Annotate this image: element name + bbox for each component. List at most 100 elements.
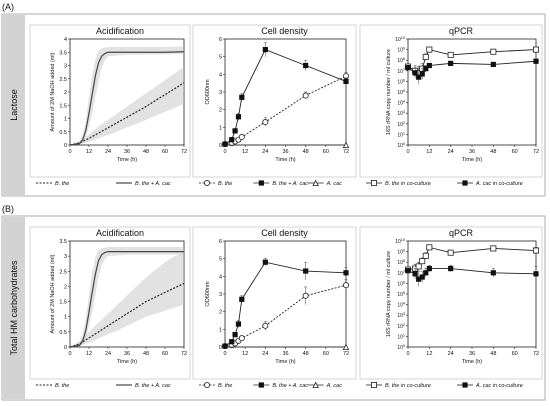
x-tick-label: 12: [242, 351, 248, 357]
data-point: [416, 74, 422, 80]
panel-label-b: (B): [2, 204, 14, 214]
chart-title: Acidification: [96, 26, 144, 36]
data-point: [423, 66, 429, 72]
y-tick-label: 109: [397, 249, 405, 256]
legend-label: A. cac in co-culture: [475, 181, 523, 187]
row-label-a: Lactose: [9, 89, 19, 121]
chart-title: qPCR: [449, 26, 474, 36]
x-axis-label: Time (h): [462, 359, 482, 365]
y-tick-label: 1: [64, 315, 67, 321]
y-tick-label: 108: [397, 57, 405, 64]
legend-marker: [312, 381, 319, 388]
chart-title: Acidification: [96, 228, 144, 238]
x-tick-label: 36: [282, 149, 288, 155]
y-axis-label: 16S rRNA copy number / ml culture: [386, 49, 392, 135]
y-tick-label: 1.5: [59, 300, 67, 306]
x-tick-label: 12: [426, 149, 432, 155]
legend-label: B. the: [218, 383, 232, 389]
y-tick-label: 0: [64, 345, 67, 351]
data-point: [343, 270, 349, 276]
y-tick-label: 6: [219, 37, 222, 43]
y-tick-label: 2: [64, 284, 67, 290]
data-point: [533, 58, 539, 64]
series-line: [69, 251, 184, 348]
x-tick-label: 0: [223, 149, 226, 155]
chart-title: Cell density: [261, 26, 308, 36]
data-point: [422, 54, 429, 61]
x-tick-label: 60: [323, 351, 329, 357]
y-tick-label: 103: [397, 110, 405, 117]
x-tick-label: 0: [223, 351, 226, 357]
y-tick-label: 0.5: [59, 130, 67, 136]
series-band: [70, 46, 184, 145]
y-tick-label: 3: [64, 64, 67, 70]
data-point: [342, 141, 350, 148]
y-axis-label: OD600nm: [205, 281, 211, 306]
chart-title: qPCR: [449, 228, 474, 238]
legend-label: B. the in co-culture: [385, 181, 431, 187]
data-point: [419, 258, 426, 265]
data-point: [235, 321, 242, 327]
y-tick-label: 4: [219, 72, 222, 78]
x-tick-label: 24: [262, 351, 268, 357]
data-point: [239, 94, 245, 100]
data-point: [405, 65, 411, 71]
y-tick-label: 0.5: [59, 330, 67, 336]
series-band: [70, 247, 184, 347]
y-tick-label: 1.5: [59, 103, 67, 109]
data-point: [412, 271, 418, 277]
x-tick-label: 72: [343, 149, 349, 155]
legend-marker: [370, 179, 377, 186]
y-tick-label: 106: [397, 280, 405, 287]
x-tick-label: 60: [512, 149, 518, 155]
legend-marker: [462, 382, 468, 388]
x-tick-label: 12: [86, 149, 92, 155]
y-tick-label: 1: [219, 327, 222, 333]
data-point: [490, 61, 496, 68]
data-point: [490, 48, 497, 55]
legend-label: B. the + A. cac: [272, 181, 308, 187]
legend-label: B. the + A. cac: [272, 383, 308, 389]
y-tick-label: 6: [219, 239, 222, 245]
series-line: [69, 51, 185, 146]
panel-a-border: [1, 13, 546, 197]
data-point: [303, 268, 309, 274]
data-point: [342, 343, 350, 350]
x-tick-label: 12: [242, 149, 248, 155]
row-label-b: Total HM carbohydrates: [9, 260, 19, 356]
data-point: [426, 244, 433, 251]
y-tick-label: 2: [219, 108, 222, 114]
legend-label: B. the in co-culture: [385, 383, 431, 389]
data-point: [533, 271, 539, 277]
legend-label: A. cac: [326, 181, 343, 187]
y-tick-label: 2.5: [59, 77, 67, 83]
chart-frame: [359, 24, 543, 178]
y-tick-label: 2: [64, 90, 67, 96]
y-tick-label: 2.5: [59, 269, 67, 275]
y-axis-label: OD600nm: [205, 79, 211, 104]
chart-frame: [29, 226, 191, 380]
data-point: [426, 46, 433, 53]
panel-a: (A) Lactose Acidification 0 0.5 1 1.5 2 2.5 3 3.…: [1, 2, 546, 197]
data-point: [303, 62, 309, 69]
data-point: [447, 51, 454, 58]
y-tick-label: 3.5: [59, 239, 67, 245]
y-tick-label: 3: [219, 292, 222, 298]
y-tick-label: 1: [64, 117, 67, 123]
data-point: [405, 268, 411, 274]
x-tick-label: 36: [469, 149, 475, 155]
data-point: [262, 47, 268, 53]
chart-frame: [29, 24, 191, 178]
series-band: [70, 66, 184, 145]
data-point: [239, 296, 245, 302]
x-tick-label: 24: [105, 149, 111, 155]
legend-label: B. the: [55, 383, 69, 389]
x-tick-label: 24: [262, 149, 268, 155]
legend-label: B. the + A. cac: [135, 383, 171, 389]
legend-marker: [258, 382, 264, 388]
x-axis-label: Time (h): [117, 157, 137, 163]
legend-marker: [203, 381, 210, 388]
